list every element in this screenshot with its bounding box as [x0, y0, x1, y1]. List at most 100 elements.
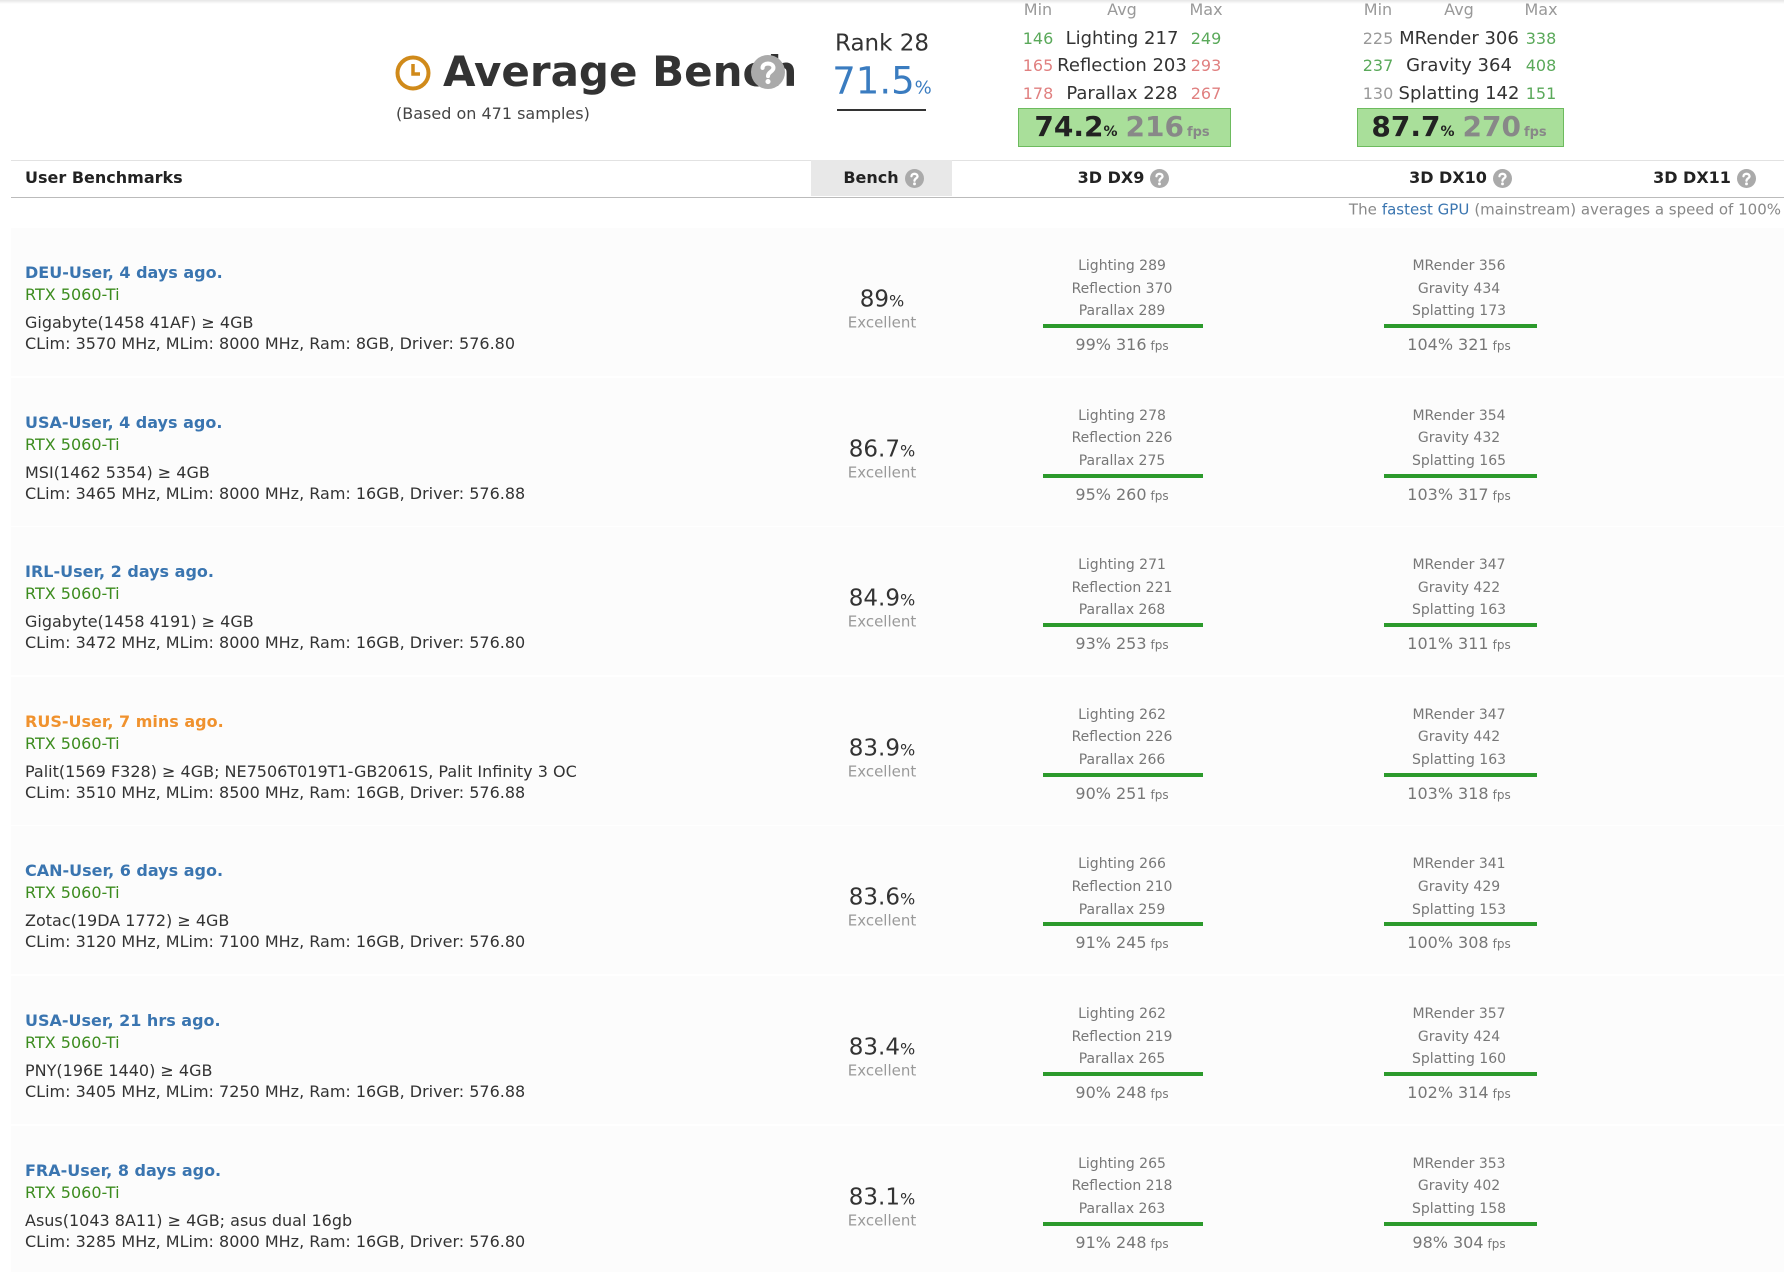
column-header[interactable]: 3D DX9 — [1077, 168, 1145, 187]
column-header[interactable]: 3D DX10 — [1409, 168, 1487, 187]
summary-fps-unit: fps — [1523, 125, 1547, 140]
score-bar — [1043, 324, 1203, 328]
bench-unit: % — [889, 291, 905, 311]
dx-score: 101% 311 fps — [1407, 636, 1510, 652]
dx-score: 100% 308 fps — [1407, 935, 1510, 951]
gpu-model: Gigabyte(1458 41AF) ≥ 4GB — [25, 313, 254, 332]
dx-fps-unit: fps — [1487, 1236, 1506, 1251]
user-link[interactable]: USA-User, 4 days ago. — [25, 412, 223, 432]
subtest-score: Lighting 262 — [1078, 706, 1166, 723]
bench-unit: % — [900, 1039, 916, 1059]
column-header[interactable]: Bench — [843, 168, 899, 187]
note-link[interactable]: fastest GPU — [1381, 200, 1470, 219]
subtest-score: Lighting 265 — [1078, 1155, 1166, 1172]
user-link[interactable]: RUS-User, 7 mins ago. — [25, 711, 224, 731]
user-link[interactable]: USA-User, 21 hrs ago. — [25, 1011, 221, 1030]
subtest-score: Gravity 424 — [1417, 1028, 1501, 1045]
dx-fps: 317 — [1458, 484, 1489, 504]
dx-fps: 308 — [1458, 933, 1489, 953]
summary-min: 225 — [1362, 29, 1394, 48]
subtest-score: Reflection 210 — [1071, 879, 1173, 895]
subtest-score: Gravity 434 — [1417, 280, 1501, 297]
subtest-score: Reflection 221 — [1071, 579, 1173, 596]
score-bar — [1384, 1221, 1537, 1226]
column-header[interactable]: 3D DX11 — [1653, 168, 1731, 187]
score-underline — [837, 109, 926, 111]
user-link[interactable]: DEU-User, 4 days ago. — [25, 263, 223, 282]
row-bg — [11, 527, 1784, 676]
subtest-score: MRender 341 — [1412, 856, 1506, 873]
subtest-score: Splatting 160 — [1411, 1051, 1507, 1068]
bench-unit: % — [900, 889, 916, 909]
gpu-specs: CLim: 3570 MHz, MLim: 8000 MHz, Ram: 8GB… — [25, 334, 516, 353]
subtest-score: Parallax 268 — [1078, 602, 1166, 619]
subtest-score: Gravity 432 — [1417, 430, 1501, 447]
bench-score: 84.9% — [848, 585, 915, 612]
summary-pct-unit: % — [1440, 124, 1455, 140]
dx-pct: 91% — [1075, 933, 1111, 953]
clock-icon — [395, 55, 431, 91]
help-icon[interactable] — [751, 55, 785, 89]
summary-column-label: Min — [1363, 0, 1393, 19]
subtest-score: Lighting 289 — [1078, 258, 1166, 274]
dx-pct: 102% — [1407, 1083, 1454, 1102]
bench-value: 83.1 — [848, 1184, 901, 1211]
user-link[interactable]: FRA-User, 8 days ago. — [25, 1160, 222, 1180]
summary-fps: 216 — [1125, 110, 1184, 143]
bench-header-bg[interactable] — [811, 160, 952, 196]
subtest-score: Parallax 275 — [1078, 452, 1166, 469]
subtest-score: MRender 347 — [1412, 706, 1506, 723]
subtest-score: Lighting 278 — [1078, 407, 1166, 424]
score-bar — [1043, 922, 1203, 927]
dx-fps: 248 — [1115, 1232, 1147, 1252]
row-bg — [11, 676, 1784, 825]
row-bg — [11, 976, 1784, 1124]
score: 71.5% — [832, 63, 932, 100]
rank: Rank 28 — [834, 30, 930, 57]
dx-fps: 311 — [1458, 634, 1489, 654]
subtest-score: Parallax 265 — [1078, 1051, 1166, 1068]
gpu-specs: CLim: 3405 MHz, MLim: 7250 MHz, Ram: 16G… — [25, 1082, 526, 1101]
user-link[interactable]: CAN-User, 6 days ago. — [25, 861, 224, 881]
subtest-score: Parallax 259 — [1078, 901, 1166, 918]
score-bar — [1043, 1221, 1203, 1226]
dx-fps: 253 — [1115, 634, 1147, 654]
summary-max: 338 — [1525, 29, 1557, 48]
score-bar — [1043, 623, 1203, 628]
summary-min: 130 — [1362, 83, 1394, 103]
score-bar — [1384, 922, 1537, 927]
help-icon[interactable] — [1150, 168, 1170, 188]
gpu-model: Gigabyte(1458 4191) ≥ 4GB — [25, 612, 254, 632]
gpu-model: MSI(1462 5354) ≥ 4GB — [25, 462, 210, 482]
subtest-score: MRender 357 — [1412, 1006, 1506, 1022]
dx-pct: 101% — [1407, 634, 1454, 654]
help-icon[interactable] — [1492, 168, 1512, 188]
user-link[interactable]: IRL-User, 2 days ago. — [25, 562, 214, 582]
title: Average Bench — [443, 47, 798, 96]
note-after: (mainstream) averages a speed of 100% — [1474, 200, 1781, 219]
bench-rating: Excellent — [847, 1211, 917, 1230]
summary-column-label: Min — [1023, 0, 1053, 19]
bench-rating: Excellent — [847, 911, 917, 930]
gpu-name: RTX 5060-Ti — [25, 285, 120, 304]
dx-fps-unit: fps — [1150, 339, 1169, 353]
help-icon[interactable] — [904, 168, 924, 188]
dx-fps: 245 — [1115, 933, 1147, 953]
dx-score: 103% 318 fps — [1407, 785, 1510, 802]
summary-avg: Splatting 142 — [1398, 82, 1520, 104]
summary-avg: MRender 306 — [1399, 28, 1519, 49]
bench-value: 84.9 — [848, 585, 901, 612]
bench-rating: Excellent — [847, 463, 917, 482]
dx-fps: 316 — [1115, 335, 1147, 354]
bench-value: 83.6 — [848, 884, 901, 911]
gpu-model: Zotac(19DA 1772) ≥ 4GB — [25, 911, 230, 931]
gpu-specs: CLim: 3510 MHz, MLim: 8500 MHz, Ram: 16G… — [25, 782, 526, 802]
bench-unit: % — [900, 441, 916, 461]
gpu-name: RTX 5060-Ti — [25, 434, 120, 454]
help-icon[interactable] — [1736, 168, 1756, 188]
subtest-score: MRender 353 — [1412, 1155, 1506, 1172]
score-bar — [1384, 324, 1537, 328]
summary-fps-unit: fps — [1186, 125, 1210, 140]
gpu-specs: CLim: 3285 MHz, MLim: 8000 MHz, Ram: 16G… — [25, 1231, 526, 1251]
